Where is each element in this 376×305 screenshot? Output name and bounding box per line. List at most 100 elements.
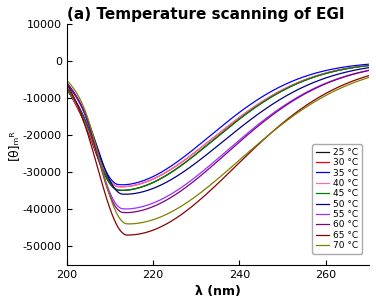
30 °C: [293, 82, 297, 86]
70 °C: [127, 222, 131, 226]
Line: 45 °C: 45 °C: [67, 66, 369, 190]
25 °C: [118, 188, 123, 192]
55 °C: [267, 114, 271, 118]
45 °C: [267, 96, 271, 100]
45 °C: [118, 188, 123, 192]
40 °C: [243, 111, 248, 115]
25 °C: [64, 88, 69, 91]
35 °C: [143, 178, 147, 182]
Line: 40 °C: 40 °C: [67, 65, 369, 187]
55 °C: [118, 206, 123, 210]
50 °C: [143, 189, 147, 193]
60 °C: [118, 210, 123, 213]
60 °C: [143, 208, 147, 211]
60 °C: [202, 171, 206, 175]
35 °C: [202, 139, 206, 143]
Line: 60 °C: 60 °C: [67, 70, 369, 213]
40 °C: [367, 63, 371, 67]
30 °C: [143, 181, 147, 184]
30 °C: [202, 143, 206, 147]
40 °C: [202, 143, 206, 147]
45 °C: [243, 113, 248, 116]
60 °C: [243, 135, 248, 138]
Line: 30 °C: 30 °C: [67, 65, 369, 187]
60 °C: [367, 69, 371, 72]
Line: 55 °C: 55 °C: [67, 70, 369, 209]
65 °C: [125, 233, 130, 237]
30 °C: [118, 185, 123, 188]
50 °C: [267, 105, 271, 108]
Line: 35 °C: 35 °C: [67, 64, 369, 185]
55 °C: [243, 133, 248, 137]
X-axis label: λ (nm): λ (nm): [195, 285, 241, 298]
35 °C: [367, 62, 371, 66]
70 °C: [243, 153, 248, 157]
40 °C: [120, 185, 124, 188]
25 °C: [120, 188, 124, 192]
70 °C: [293, 113, 297, 117]
65 °C: [64, 83, 69, 86]
35 °C: [243, 106, 248, 110]
70 °C: [64, 78, 69, 82]
50 °C: [64, 81, 69, 85]
25 °C: [293, 83, 297, 86]
25 °C: [202, 146, 206, 149]
50 °C: [123, 192, 127, 196]
25 °C: [243, 113, 248, 116]
Y-axis label: [θ]ₘᴿ: [θ]ₘᴿ: [7, 129, 20, 160]
30 °C: [267, 95, 271, 99]
Line: 25 °C: 25 °C: [67, 66, 369, 190]
35 °C: [118, 183, 123, 187]
55 °C: [367, 68, 371, 72]
40 °C: [293, 82, 297, 86]
55 °C: [143, 204, 147, 208]
55 °C: [293, 97, 297, 101]
70 °C: [367, 76, 371, 79]
25 °C: [267, 96, 271, 100]
Line: 50 °C: 50 °C: [67, 68, 369, 194]
Line: 70 °C: 70 °C: [67, 77, 369, 224]
50 °C: [367, 66, 371, 70]
35 °C: [293, 78, 297, 82]
55 °C: [64, 82, 69, 86]
30 °C: [243, 111, 248, 115]
65 °C: [267, 133, 271, 136]
30 °C: [64, 87, 69, 91]
30 °C: [120, 185, 124, 188]
60 °C: [64, 82, 69, 86]
40 °C: [64, 87, 69, 90]
60 °C: [124, 211, 129, 214]
Text: (a) Temperature scanning of EGI: (a) Temperature scanning of EGI: [67, 7, 344, 22]
35 °C: [64, 86, 69, 89]
65 °C: [118, 229, 123, 232]
70 °C: [143, 220, 147, 224]
65 °C: [143, 231, 147, 235]
65 °C: [243, 155, 248, 159]
45 °C: [64, 87, 69, 90]
45 °C: [367, 64, 371, 67]
65 °C: [293, 112, 297, 115]
45 °C: [143, 184, 147, 188]
50 °C: [243, 122, 248, 125]
70 °C: [267, 133, 271, 136]
45 °C: [293, 83, 297, 86]
40 °C: [267, 95, 271, 99]
45 °C: [202, 146, 206, 149]
55 °C: [124, 207, 129, 211]
65 °C: [202, 194, 206, 198]
50 °C: [202, 155, 206, 159]
45 °C: [121, 188, 126, 192]
Line: 65 °C: 65 °C: [67, 76, 369, 235]
25 °C: [143, 184, 147, 188]
Legend: 25 °C, 30 °C, 35 °C, 40 °C, 45 °C, 50 °C, 55 °C, 60 °C, 65 °C, 70 °C: 25 °C, 30 °C, 35 °C, 40 °C, 45 °C, 50 °C…: [312, 144, 361, 254]
55 °C: [202, 168, 206, 172]
40 °C: [143, 181, 147, 184]
70 °C: [118, 217, 123, 221]
25 °C: [367, 64, 371, 67]
50 °C: [293, 89, 297, 93]
35 °C: [267, 91, 271, 95]
35 °C: [120, 183, 124, 187]
70 °C: [202, 188, 206, 192]
65 °C: [367, 74, 371, 77]
60 °C: [293, 98, 297, 102]
